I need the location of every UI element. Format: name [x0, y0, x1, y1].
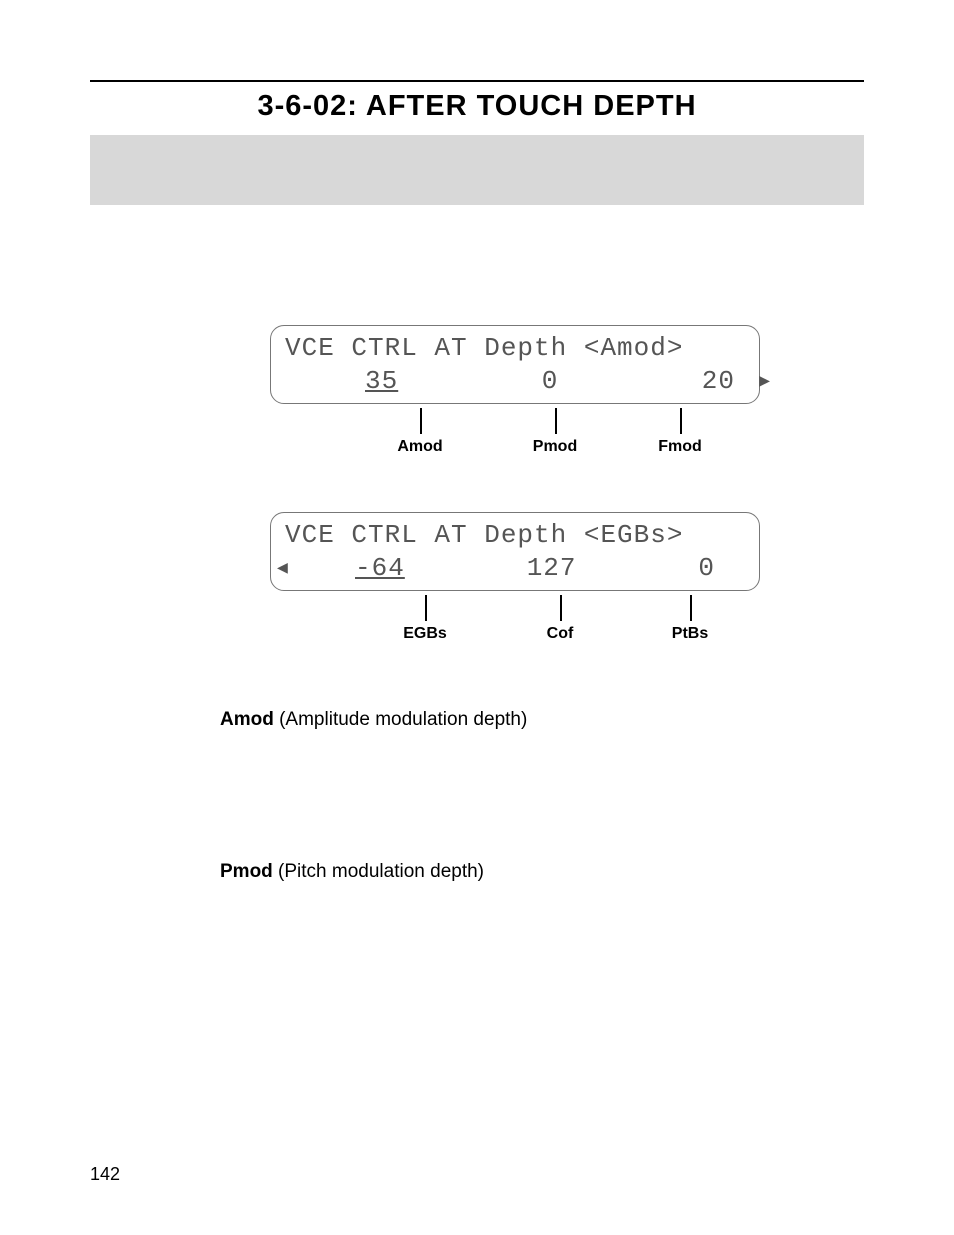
- page: 3-6-02: AFTER TOUCH DEPTH VCE CTRL AT De…: [0, 0, 954, 1235]
- lcd1-v1: 35: [285, 365, 398, 398]
- param-amod-desc: (Amplitude modulation depth): [274, 709, 527, 730]
- left-arrow-icon: ◀: [277, 558, 289, 581]
- lcd-region: VCE CTRL AT Depth <Amod> 35 0 20 ▶ Amod …: [270, 325, 864, 649]
- lcd-display-1: VCE CTRL AT Depth <Amod> 35 0 20 ▶: [270, 325, 760, 404]
- lcd2-pointer-ticks: [270, 595, 758, 625]
- lcd1-v3: 20: [702, 365, 745, 398]
- lcd2-v1: -64: [285, 552, 405, 585]
- lcd-display-2: VCE CTRL AT Depth <EGBs> -64 127 0 ◀: [270, 512, 760, 591]
- top-rule: [90, 80, 864, 82]
- gray-header-bar: [90, 135, 864, 205]
- param-pmod: Pmod (Pitch modulation depth): [220, 861, 780, 883]
- tick: [690, 595, 692, 621]
- right-arrow-icon: ▶: [759, 371, 771, 394]
- param-pmod-label: Pmod: [220, 861, 273, 882]
- tick: [560, 595, 562, 621]
- tick: [420, 408, 422, 434]
- tick: [680, 408, 682, 434]
- page-number: 142: [90, 1164, 120, 1185]
- lcd2-v3: 0: [698, 552, 745, 585]
- lcd1-line1: VCE CTRL AT Depth <Amod>: [285, 332, 683, 365]
- label-pmod: Pmod: [533, 438, 577, 456]
- param-amod-label: Amod: [220, 709, 274, 730]
- label-amod: Amod: [397, 438, 442, 456]
- tick: [425, 595, 427, 621]
- label-egbs: EGBs: [403, 625, 447, 643]
- lcd2-v2: 127: [527, 552, 577, 585]
- lcd2-line1: VCE CTRL AT Depth <EGBs>: [285, 519, 683, 552]
- label-cof: Cof: [547, 625, 574, 643]
- tick: [555, 408, 557, 434]
- param-pmod-desc: (Pitch modulation depth): [273, 861, 484, 882]
- label-fmod: Fmod: [658, 438, 702, 456]
- param-amod: Amod (Amplitude modulation depth): [220, 709, 780, 731]
- label-ptbs: PtBs: [672, 625, 708, 643]
- lcd1-pointer-ticks: [270, 408, 758, 438]
- lcd1-v2: 0: [542, 365, 559, 398]
- page-title: 3-6-02: AFTER TOUCH DEPTH: [90, 90, 864, 123]
- lcd1-pointer-labels: Amod Pmod Fmod: [270, 438, 758, 462]
- lcd2-pointer-labels: EGBs Cof PtBs: [270, 625, 758, 649]
- body-text: Amod (Amplitude modulation depth) Pmod (…: [220, 709, 780, 883]
